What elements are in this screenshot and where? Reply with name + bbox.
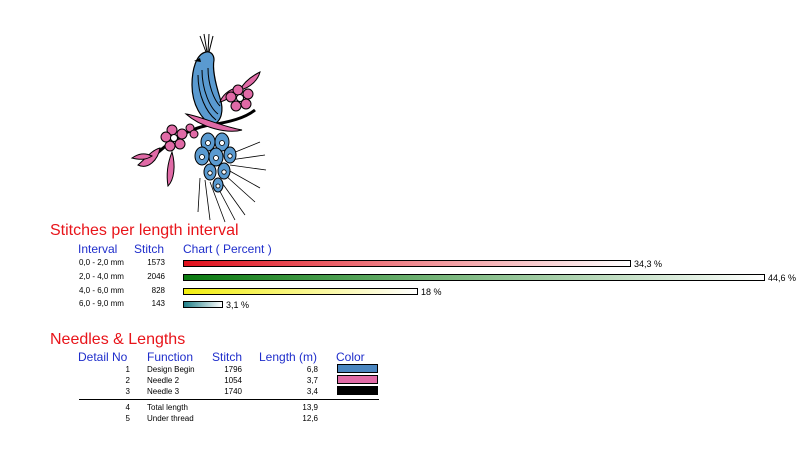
needle-length: 3,7: [306, 376, 318, 385]
total-length: 13,9: [302, 403, 318, 412]
interval-stitch-count: 2046: [147, 272, 165, 281]
percent-bar: [183, 260, 631, 267]
pink-flower-right: [225, 84, 254, 112]
interval-stitch-count: 828: [151, 286, 165, 295]
totals-divider: [79, 399, 379, 400]
needle-stitch-header: Stitch: [212, 350, 243, 364]
needle-detail: 3: [125, 387, 130, 396]
needle-function: Needle 3: [147, 387, 180, 396]
total-length: 12,6: [302, 414, 318, 423]
interval-header: Interval: [78, 242, 118, 256]
needle-stitch: 1740: [224, 387, 242, 396]
needle-length: 3,4: [306, 387, 318, 396]
percent-bar: [183, 288, 418, 295]
design-preview-image: [130, 33, 267, 223]
needle-function: Needle 2: [147, 376, 180, 385]
needle-length: 6,8: [306, 365, 318, 374]
interval-label: 6,0 - 9,0 mm: [79, 299, 124, 308]
needle-detail: 2: [125, 376, 130, 385]
needles-section-title: Needles & Lengths: [50, 331, 186, 348]
total-detail: 4: [125, 403, 130, 412]
length-header: Length (m): [259, 350, 318, 364]
percent-bar: [183, 301, 223, 308]
tail-feathers: [194, 132, 237, 193]
needle-stitch: 1796: [224, 365, 242, 374]
interval-stitch-count: 1573: [147, 258, 165, 267]
percent-label: 34,3 %: [634, 259, 663, 269]
color-swatch-blue: [337, 364, 378, 373]
total-function: Total length: [147, 403, 188, 412]
crest-lines: [199, 33, 214, 53]
chart-header: Chart ( Percent ): [183, 242, 272, 256]
percent-label: 18 %: [421, 287, 442, 297]
function-header: Function: [147, 350, 194, 364]
color-swatch-pink: [337, 375, 378, 384]
percent-label: 3,1 %: [226, 300, 250, 310]
percent-label: 44,6 %: [768, 273, 797, 283]
interval-label: 4,0 - 6,0 mm: [79, 286, 124, 295]
stitches-section-title: Stitches per length interval: [50, 222, 239, 239]
pink-flower-left: [160, 123, 199, 152]
interval-label: 2,0 - 4,0 mm: [79, 272, 124, 281]
needle-detail: 1: [125, 365, 130, 374]
detail-header: Detail No: [78, 350, 128, 364]
color-header: Color: [336, 350, 365, 364]
interval-stitch-count: 143: [151, 299, 165, 308]
stitch-header: Stitch: [134, 242, 165, 256]
needle-function: Design Begin: [147, 365, 195, 374]
total-detail: 5: [125, 414, 130, 423]
total-function: Under thread: [147, 414, 194, 423]
percent-bar: [183, 274, 765, 281]
peacock-body: [191, 51, 223, 126]
color-swatch-black: [337, 386, 378, 395]
needle-stitch: 1054: [224, 376, 242, 385]
interval-label: 0,0 - 2,0 mm: [79, 258, 124, 267]
